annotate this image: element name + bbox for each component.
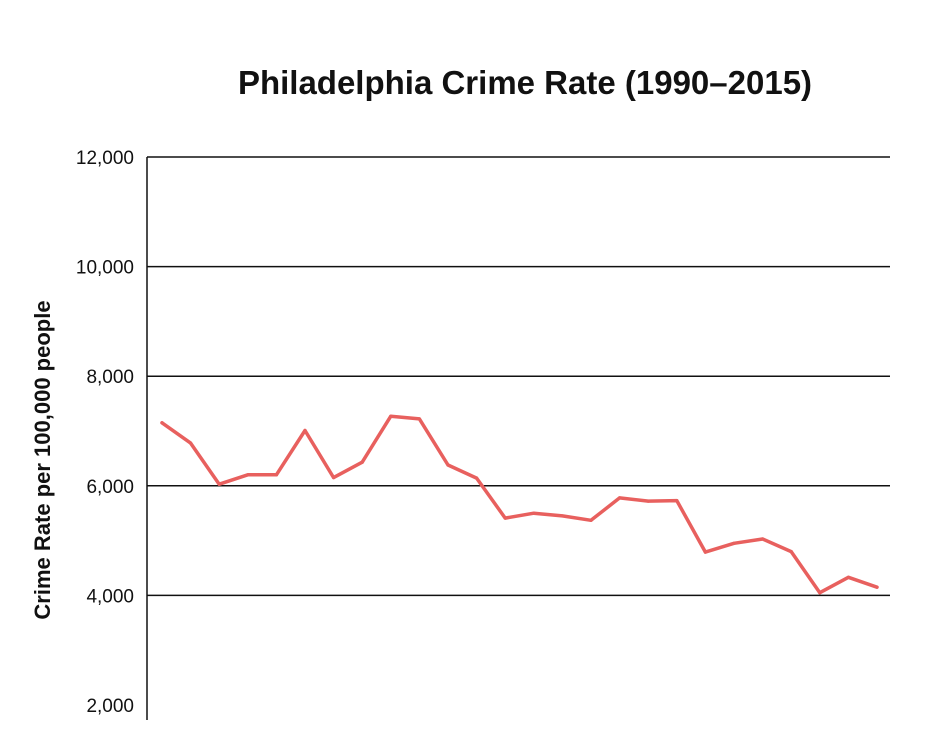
data-point-2010	[732, 541, 736, 545]
y-tick-label: 10,000	[76, 258, 134, 279]
y-tick-label: 8,000	[86, 367, 134, 388]
data-point-1990	[160, 421, 164, 425]
y-tick-label: 2,000	[86, 696, 134, 717]
chart-title: Philadelphia Crime Rate (1990–2015)	[238, 64, 812, 101]
data-point-1993	[246, 473, 250, 477]
data-point-2012	[789, 549, 793, 554]
data-point-2013	[818, 591, 822, 595]
series-group	[160, 414, 879, 595]
data-point-1996	[332, 475, 336, 480]
data-point-2003	[532, 511, 536, 515]
data-point-1991	[189, 441, 193, 445]
gridlines	[147, 156, 890, 597]
series-line	[160, 414, 879, 595]
y-tick-label: 6,000	[86, 477, 134, 498]
data-point-1999	[417, 417, 421, 421]
data-point-1992	[217, 482, 221, 486]
data-point-2004	[560, 514, 565, 518]
data-point-2006	[618, 496, 622, 500]
data-point-1997	[360, 460, 364, 464]
data-point-2014	[846, 575, 851, 579]
data-point-2000	[446, 463, 450, 467]
data-point-2015	[875, 585, 879, 589]
y-tick-label: 4,000	[86, 586, 134, 607]
y-axis-ticks: 2,000 4,000 6,000 8,000 10,000 12,000	[76, 148, 134, 717]
data-point-2008	[675, 498, 679, 503]
data-point-1995	[303, 428, 307, 433]
data-point-2009	[703, 550, 708, 554]
data-point-2011	[761, 537, 765, 541]
data-point-2001	[475, 476, 479, 480]
data-point-1994	[274, 473, 278, 477]
data-point-2005	[589, 518, 593, 522]
y-tick-label: 12,000	[76, 148, 134, 169]
data-point-2002	[503, 516, 507, 520]
data-point-2007	[646, 499, 650, 503]
data-point-1998	[389, 414, 393, 418]
y-axis-label: Crime Rate per 100,000 people	[30, 300, 55, 619]
